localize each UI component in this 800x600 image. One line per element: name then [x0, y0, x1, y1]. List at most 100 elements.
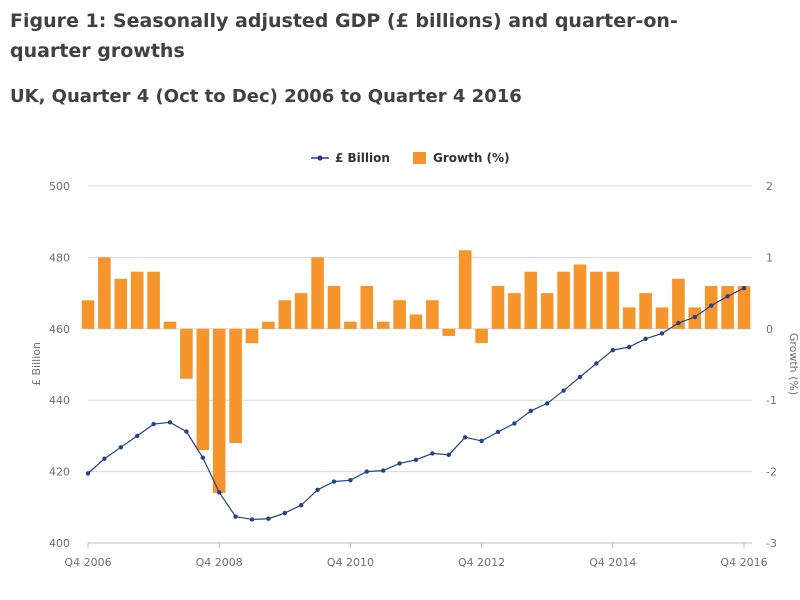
y-right-axis-title: Growth (%) — [787, 333, 800, 395]
gdp-point — [118, 445, 124, 450]
x-tick-label: Q4 2008 — [196, 556, 243, 569]
growth-bar — [327, 285, 341, 329]
growth-bar — [655, 307, 669, 329]
legend: £ Billion Growth (%) — [311, 151, 510, 165]
gdp-point — [594, 361, 599, 366]
growth-bar — [245, 328, 259, 344]
y-right-tick-label: -1 — [766, 394, 777, 407]
growth-bar — [360, 285, 374, 329]
y-right-tick-label: 2 — [766, 180, 773, 193]
gdp-point — [643, 336, 648, 341]
gdp-point — [692, 314, 697, 320]
y-right-tick-label: 1 — [766, 251, 773, 264]
growth-bar — [442, 328, 456, 336]
gdp-point — [167, 420, 173, 425]
growth-bar — [196, 328, 210, 451]
growth-bar — [130, 271, 144, 329]
y-left-axis-title: £ Billion — [30, 342, 43, 386]
growth-bar — [426, 300, 439, 329]
gdp-point — [430, 451, 435, 456]
gdp-point — [627, 344, 632, 350]
legend-label-gdp: £ Billion — [335, 151, 390, 165]
growth-bar — [590, 271, 603, 329]
gdp-point — [610, 348, 615, 353]
x-tick-label: Q4 2014 — [589, 556, 636, 569]
gdp-line-series — [85, 285, 747, 522]
x-tick-label: Q4 2016 — [720, 556, 767, 569]
gdp-point — [331, 479, 337, 484]
growth-bar — [639, 293, 652, 329]
gdp-point — [545, 401, 550, 406]
gdp-point — [315, 487, 320, 493]
gdp-point — [85, 471, 91, 476]
y-left-tick-label: 400 — [49, 537, 70, 550]
axes: 400 420 440 460 480 500 -3 -2 -1 0 1 2 Q4 2006 Q4 200… — [30, 180, 800, 569]
gdp-point — [381, 468, 386, 473]
growth-bar — [229, 328, 242, 444]
gdp-point — [512, 421, 517, 426]
growth-bar — [212, 328, 226, 494]
growth-bar — [458, 250, 472, 329]
gdp-point — [413, 457, 419, 463]
gdp-point — [709, 303, 714, 308]
growth-bar — [557, 271, 570, 329]
gdp-point — [266, 516, 271, 521]
gdp-point — [741, 285, 747, 291]
gdp-point — [725, 294, 730, 299]
y-right-tick-label: -3 — [766, 537, 777, 550]
gdp-point — [446, 452, 451, 458]
gdp-point — [102, 456, 107, 461]
growth-bar — [393, 300, 406, 329]
growth-bar — [278, 300, 292, 329]
growth-bar — [147, 271, 160, 329]
gdp-point — [249, 517, 255, 522]
growth-bar — [721, 285, 734, 329]
growth-bar — [508, 293, 521, 329]
legend-line-marker — [317, 155, 323, 161]
legend-label-growth: Growth (%) — [433, 151, 510, 165]
gdp-point — [299, 502, 304, 508]
growth-bar — [311, 257, 324, 329]
growth-bar — [524, 271, 538, 329]
gdp-point — [364, 469, 369, 474]
x-tick-label: Q4 2010 — [327, 556, 374, 569]
growth-bar — [475, 328, 488, 344]
y-left-tick-label: 480 — [49, 251, 70, 264]
gdp-point — [495, 429, 501, 435]
gdp-point — [348, 477, 353, 483]
gdp-point — [479, 438, 484, 444]
y-right-tick-label: -2 — [766, 466, 777, 479]
growth-bar — [491, 285, 505, 329]
gdp-point — [463, 435, 468, 440]
growth-bar — [344, 321, 357, 329]
gdp-point — [561, 388, 566, 393]
growth-bar — [180, 328, 193, 379]
y-left-tick-label: 420 — [49, 466, 70, 479]
growth-bar — [606, 271, 620, 329]
y-left-tick-label: 440 — [49, 394, 70, 407]
gdp-point — [200, 455, 205, 460]
growth-bar — [737, 285, 751, 329]
growth-bar — [163, 321, 177, 329]
gdp-point — [151, 421, 156, 427]
gdp-point — [397, 461, 402, 466]
growth-bar — [294, 293, 308, 329]
chart-subtitle: UK, Quarter 4 (Oct to Dec) 2006 to Quart… — [10, 86, 522, 107]
gdp-point — [577, 374, 583, 380]
growth-bar — [409, 314, 423, 329]
y-left-tick-label: 500 — [49, 180, 70, 193]
growth-bar — [262, 321, 275, 329]
growth-bars — [81, 250, 751, 494]
gdp-point — [135, 433, 140, 439]
growth-bar — [622, 307, 636, 329]
growth-bar — [540, 293, 554, 329]
gdp-point — [659, 331, 665, 336]
growth-bar — [114, 278, 128, 329]
gdp-point — [676, 320, 681, 326]
x-tick-label: Q4 2012 — [458, 556, 505, 569]
gdp-point — [184, 429, 189, 434]
gdp-point — [217, 490, 222, 495]
x-tick-label: Q4 2006 — [64, 556, 111, 569]
gdp-point — [233, 514, 238, 519]
